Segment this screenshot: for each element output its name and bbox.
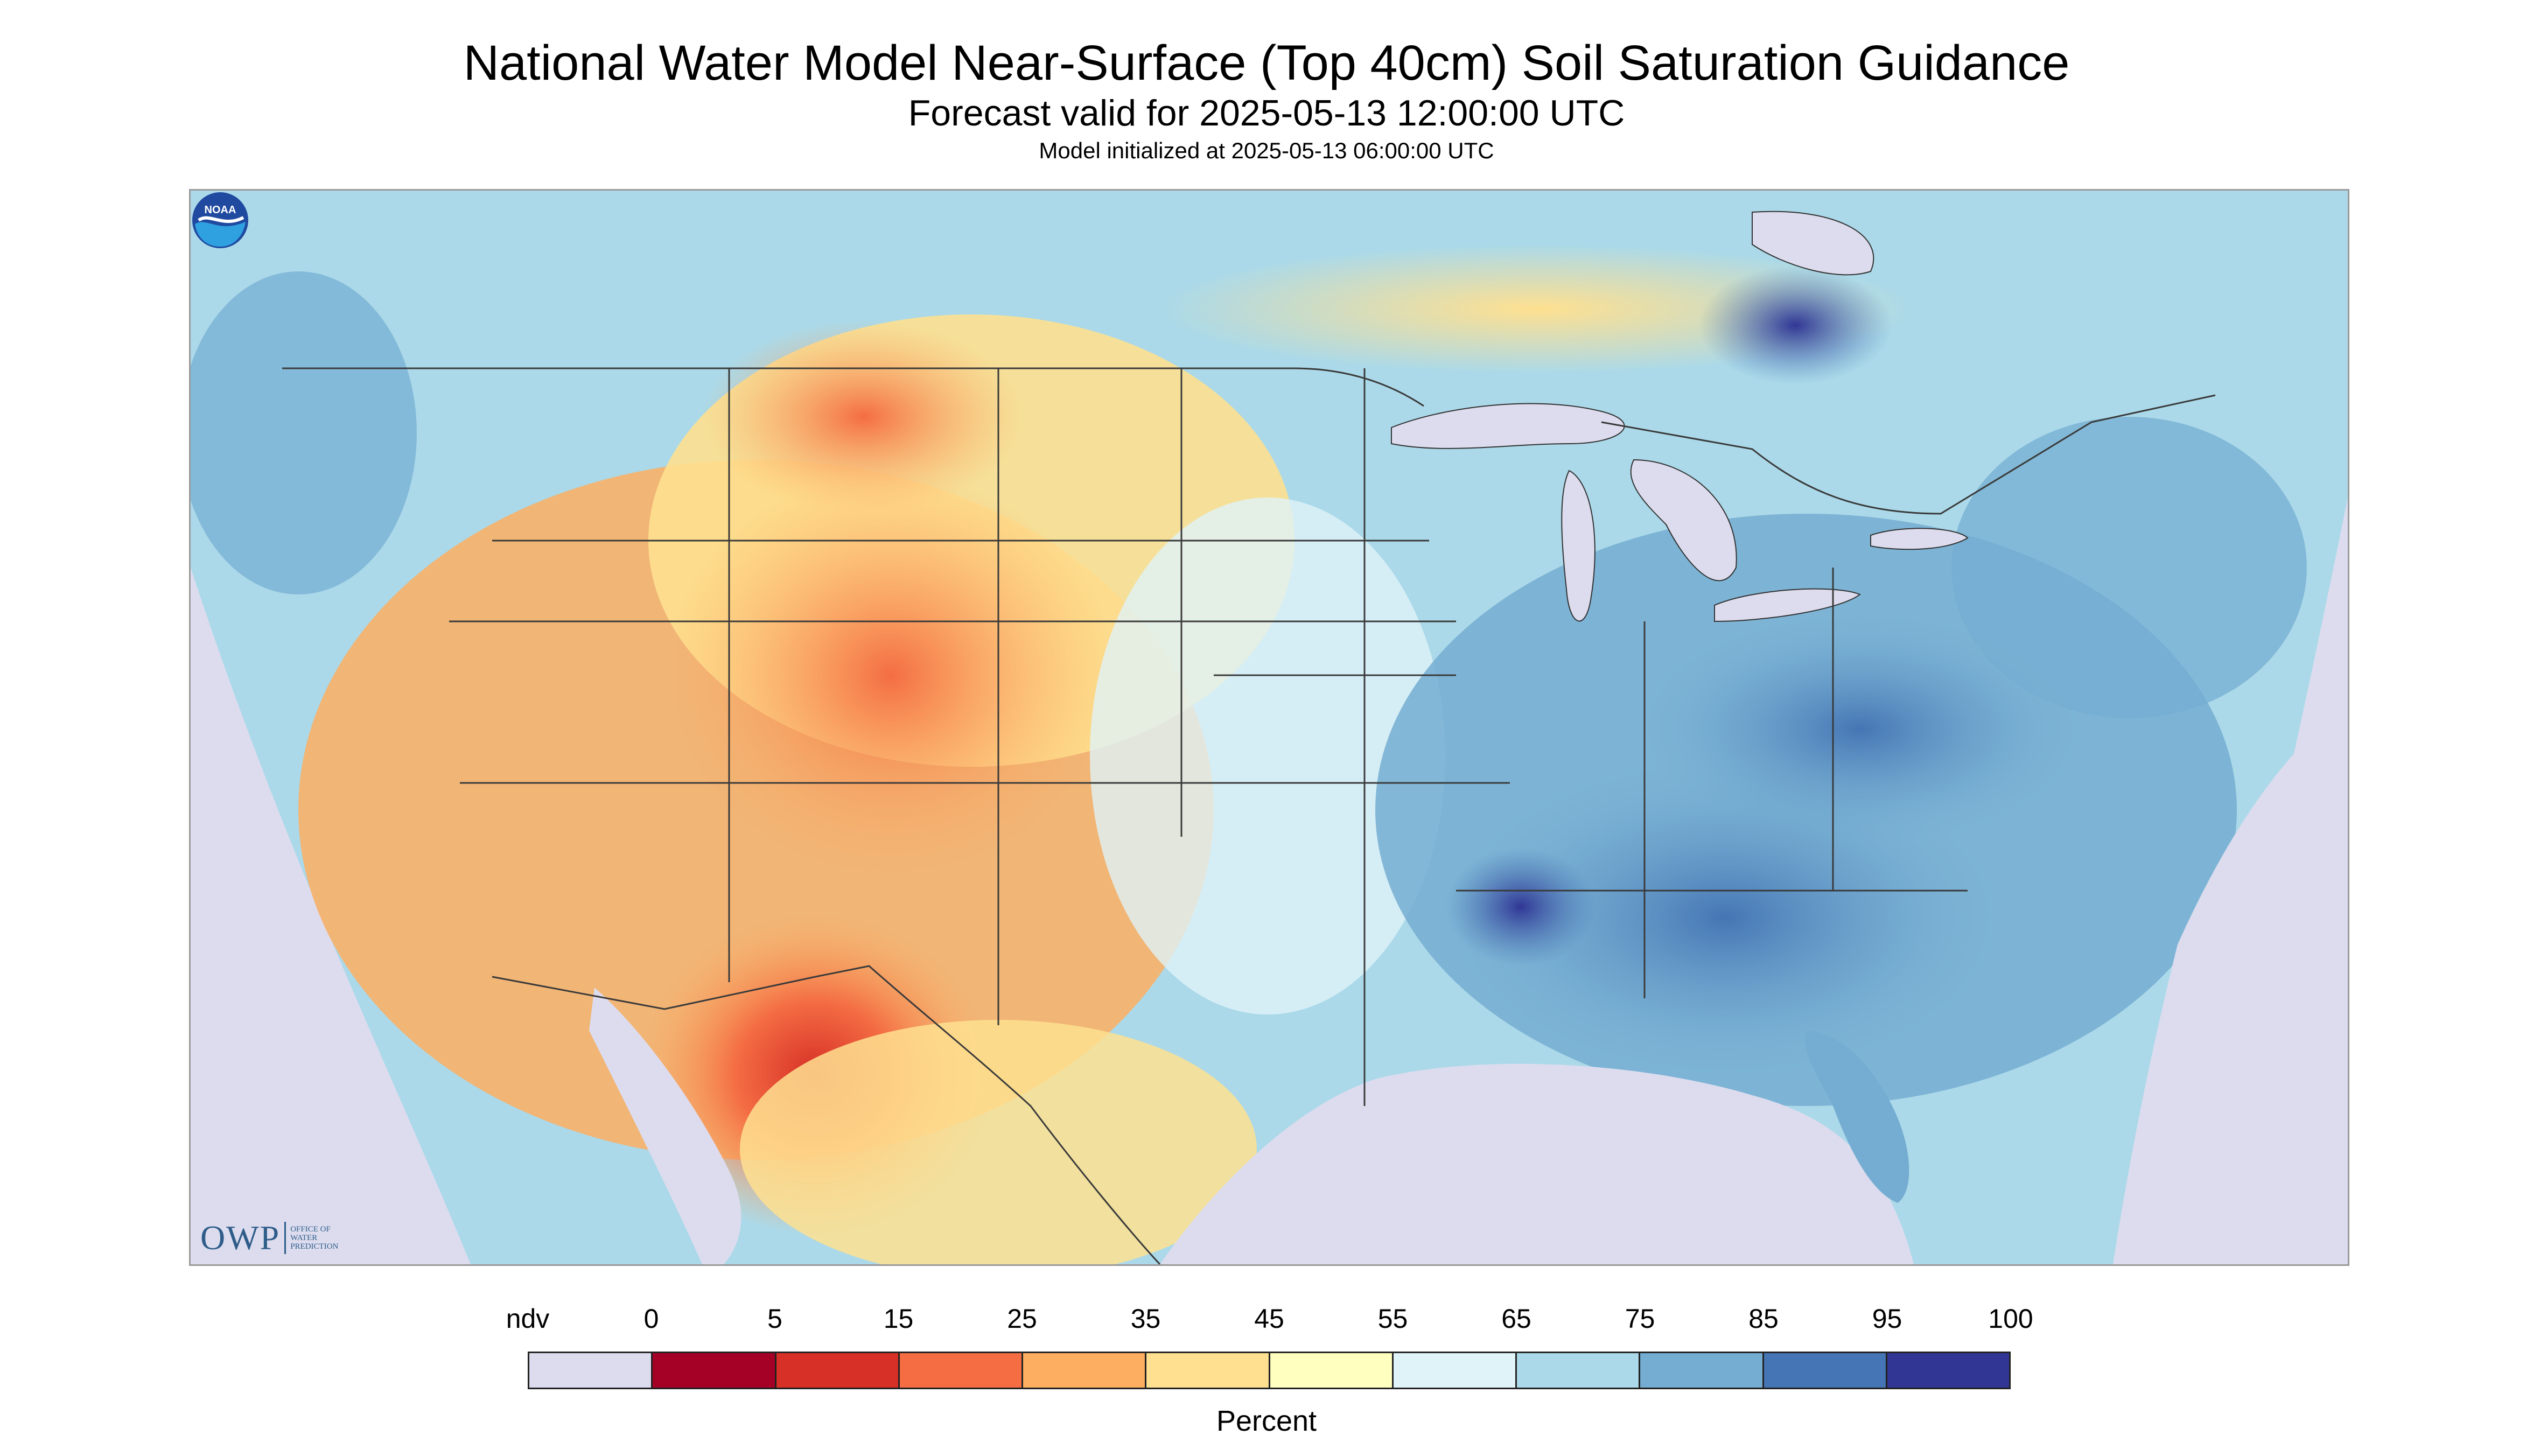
wet-ohio-valley — [1634, 611, 2086, 848]
mexico-yellow — [740, 1020, 1257, 1264]
soil-saturation-map: OWP OFFICE OF WATER PREDICTION NOAA — [189, 189, 2349, 1266]
legend-swatch-2 — [776, 1353, 900, 1388]
owp-logo-letters: OWP — [200, 1219, 281, 1257]
lake-michigan — [1561, 470, 1596, 622]
owp-logo-subtext: OFFICE OF WATER PREDICTION — [290, 1225, 339, 1251]
legend-tick-label: 100 — [1988, 1304, 2033, 1334]
legend-swatch-8 — [1517, 1353, 1641, 1388]
map-canvas — [191, 191, 2348, 1264]
dry-rockies — [664, 471, 1117, 880]
florida-peninsula — [1805, 1031, 1909, 1203]
legend-swatch-4 — [1023, 1353, 1147, 1388]
map-title: National Water Model Near-Surface (Top 4… — [463, 36, 2070, 90]
us-mexico-border — [492, 965, 1161, 1264]
plains-transition — [1090, 498, 1445, 1014]
us-canada-border — [282, 367, 2216, 515]
legend-tick-label: 75 — [1625, 1304, 1655, 1334]
legend-swatch-11 — [1887, 1353, 2009, 1388]
owp-logo-divider — [284, 1222, 286, 1254]
legend-tick-label: 45 — [1254, 1304, 1284, 1334]
legend-swatch-7 — [1393, 1353, 1517, 1388]
legend-tick-label: ndv — [506, 1304, 550, 1334]
legend-swatch-5 — [1146, 1353, 1270, 1388]
lake-superior — [1391, 403, 1625, 449]
legend-swatch-3 — [899, 1353, 1023, 1388]
legend-swatch-10 — [1764, 1353, 1887, 1388]
legend-tick-label: 85 — [1748, 1304, 1779, 1334]
noaa-logo-icon: NOAA — [192, 192, 248, 248]
wet-ontario — [1698, 266, 1892, 384]
wet-pacific-nw — [191, 271, 417, 594]
legend-swatch-1 — [653, 1353, 776, 1388]
legend-swatch-0 — [529, 1353, 653, 1388]
map-subtitle: Forecast valid for 2025-05-13 12:00:00 U… — [908, 93, 1625, 134]
svg-text:NOAA: NOAA — [205, 204, 236, 216]
model-init-text: Model initialized at 2025-05-13 06:00:00… — [1039, 138, 1494, 163]
owp-logo: OWP OFFICE OF WATER PREDICTION — [200, 1218, 338, 1258]
legend-tick-label: 55 — [1377, 1304, 1408, 1334]
legend-tick-label: 35 — [1130, 1304, 1161, 1334]
gulf-of-california — [589, 988, 741, 1264]
dry-northern-rockies — [702, 320, 1025, 514]
atlantic-ocean — [2113, 498, 2348, 1264]
wet-mississippi-core — [1445, 848, 1596, 966]
legend-tick-label: 15 — [883, 1304, 914, 1334]
legend-swatch-6 — [1270, 1353, 1394, 1388]
legend-tick-label: 65 — [1501, 1304, 1531, 1334]
lake-erie — [1714, 588, 1862, 622]
legend-swatch-9 — [1640, 1353, 1764, 1388]
legend-tick-label: 25 — [1007, 1304, 1037, 1334]
boundaries — [282, 367, 2216, 1264]
lake-ontario — [1870, 528, 1969, 550]
legend-tick-label: 5 — [767, 1304, 782, 1334]
legend-colorbar — [528, 1352, 2011, 1389]
legend-tick-label: 95 — [1872, 1304, 1902, 1334]
gulf-of-mexico — [1160, 1063, 1914, 1264]
hudson-bay-edge — [1752, 211, 1874, 276]
lake-huron — [1630, 459, 1737, 582]
legend-tick-label: 0 — [643, 1304, 659, 1334]
wet-northeast — [1951, 417, 2307, 718]
legend-unit-label: Percent — [1216, 1405, 1317, 1437]
